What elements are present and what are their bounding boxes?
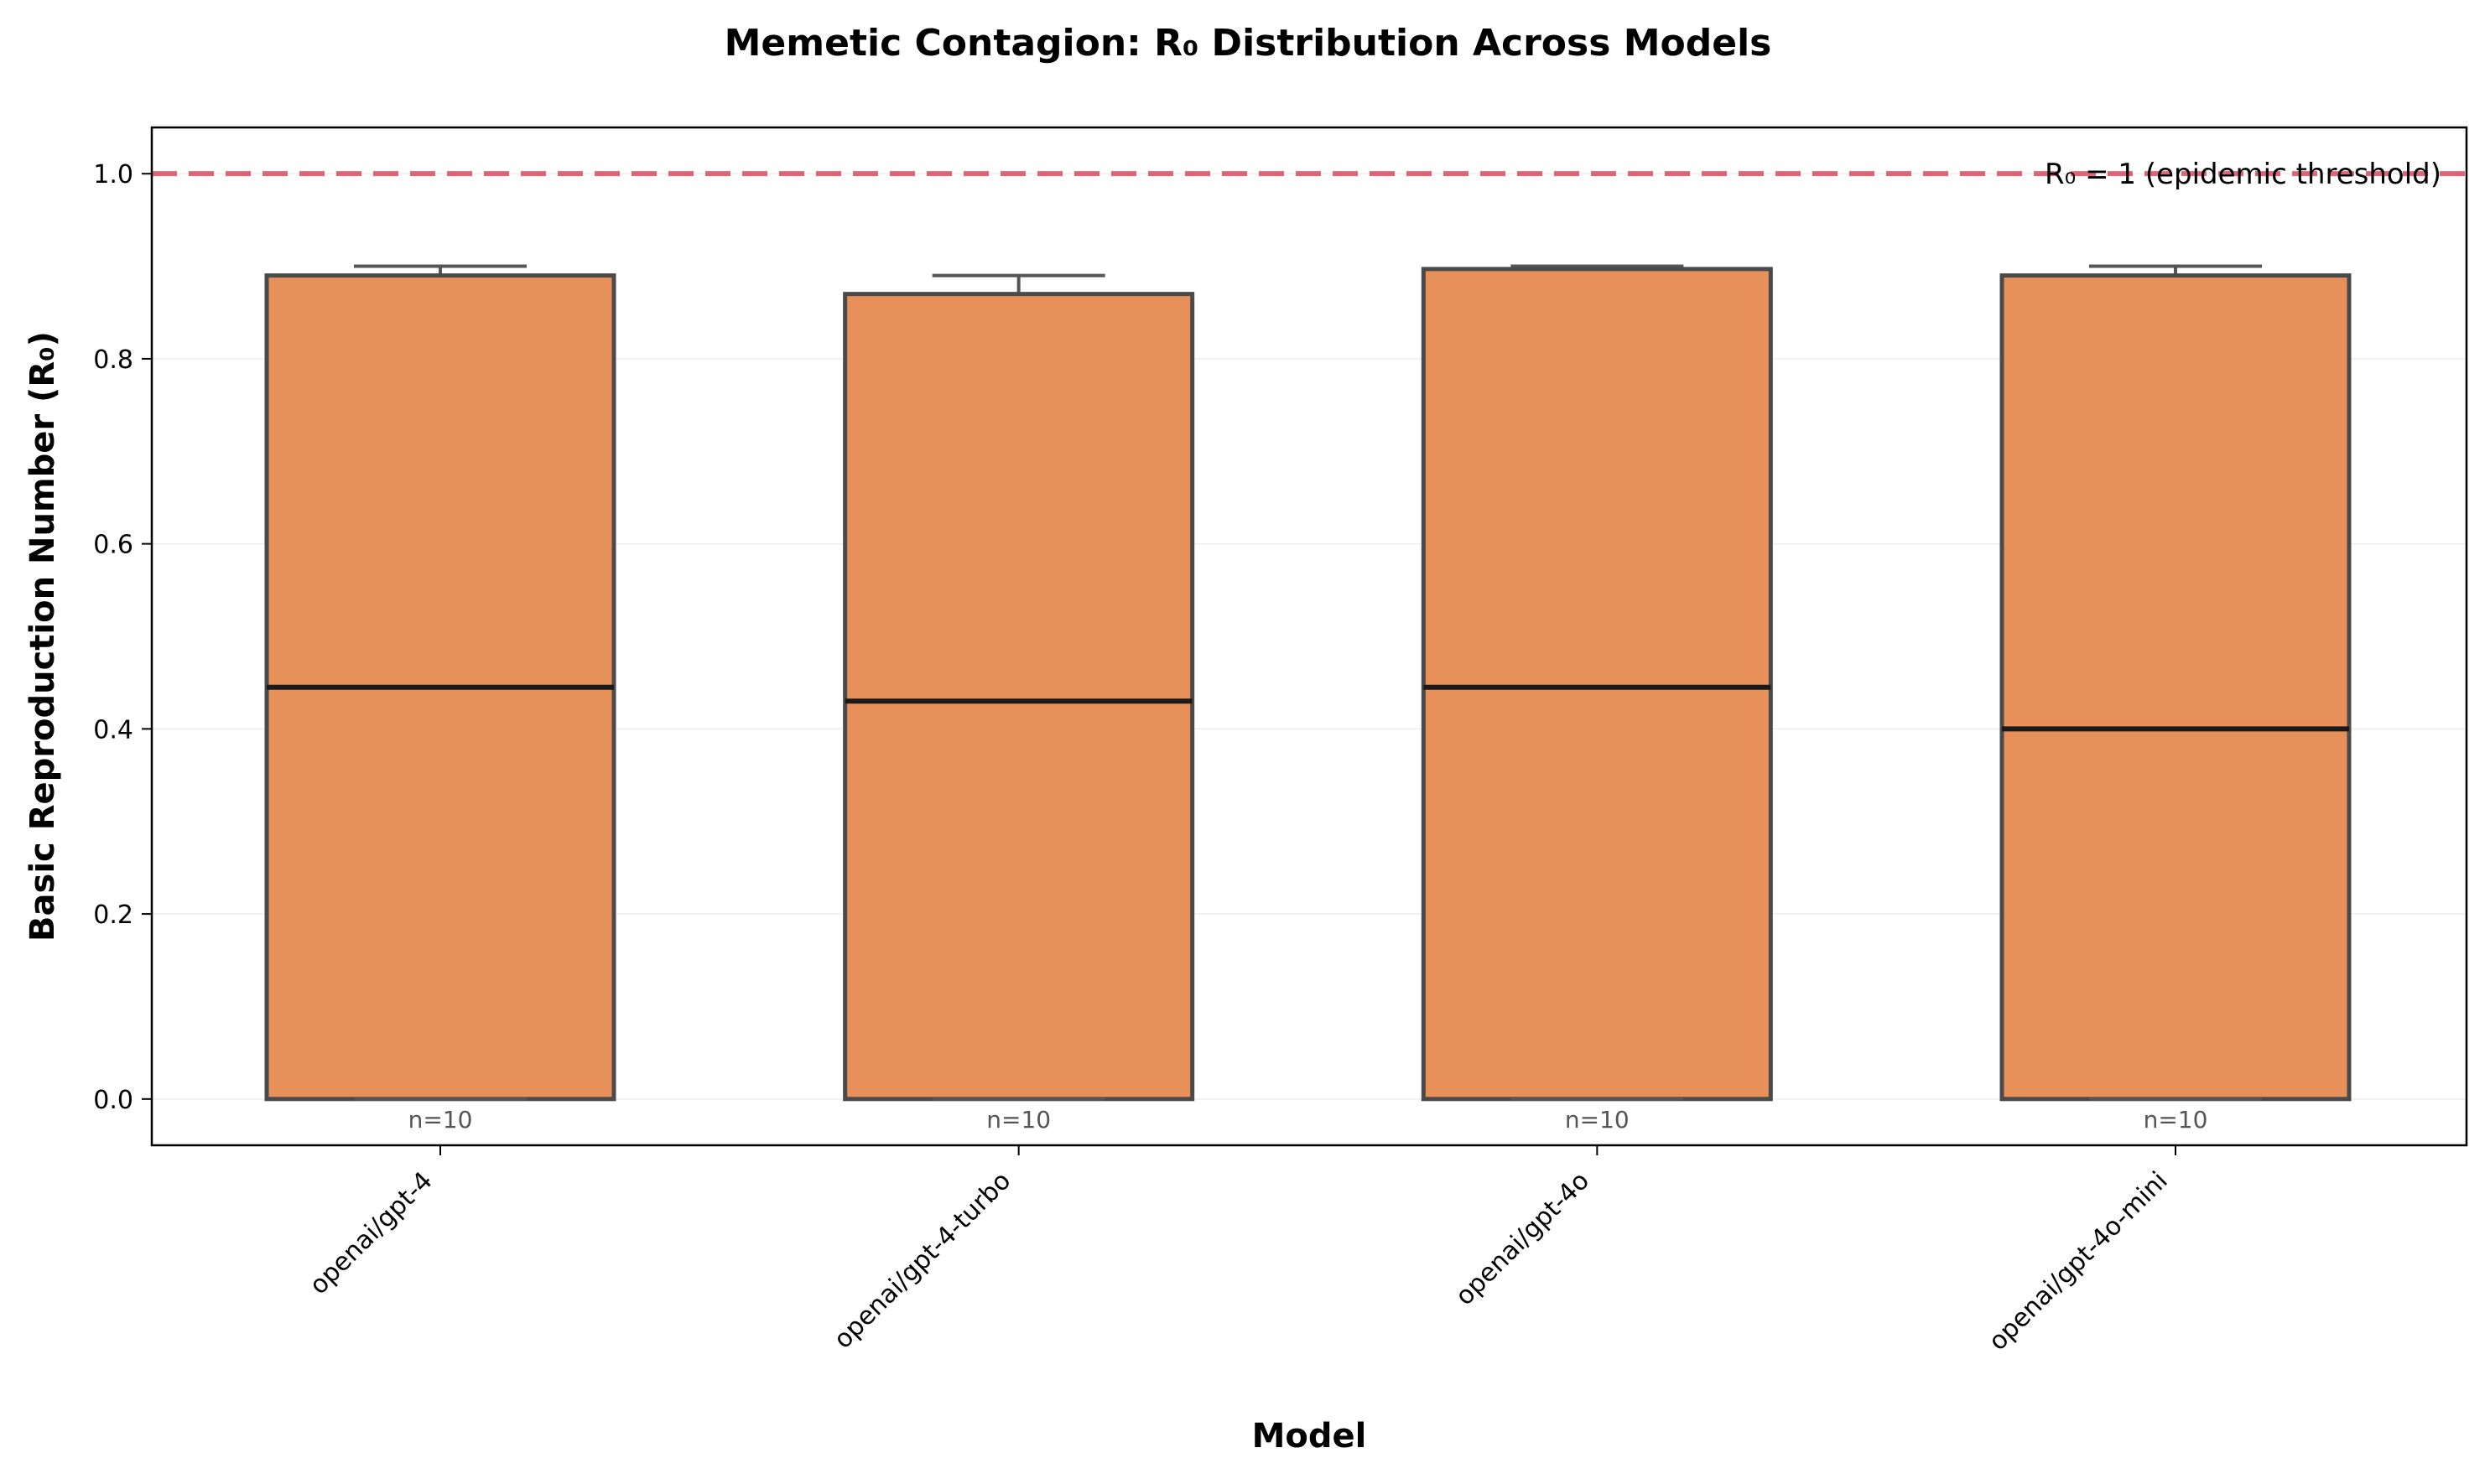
y-axis-label: Basic Reproduction Number (R₀) <box>23 331 62 942</box>
y-tick-label: 0.6 <box>93 531 133 560</box>
epidemic-threshold-label: R₀ = 1 (epidemic threshold) <box>2045 158 2441 191</box>
x-axis-label: Model <box>1252 1417 1367 1455</box>
sample-size-label: n=10 <box>986 1106 1051 1134</box>
box-layer: n=10 n=10 n=10 n=10 <box>264 264 2352 1134</box>
y-tick-label: 0.2 <box>93 900 133 930</box>
box-iqr <box>1999 273 2352 1102</box>
chart-title: Memetic Contagion: R₀ Distribution Acros… <box>725 22 1772 65</box>
y-tick-label: 0.4 <box>93 715 133 745</box>
y-tick-label: 0.0 <box>93 1086 133 1115</box>
sample-size-label: n=10 <box>408 1106 473 1134</box>
plot-frame <box>150 126 2468 1147</box>
reference-layer: R₀ = 1 (epidemic threshold) <box>152 158 2467 191</box>
y-tick-label: 1.0 <box>93 160 133 189</box>
y-tick-label: 0.8 <box>93 345 133 375</box>
box-iqr <box>1421 267 1773 1102</box>
box-iqr <box>843 292 1195 1102</box>
y-axis: 0.0 0.2 0.4 0.6 0.8 1.0 <box>93 160 152 1115</box>
sample-size-label: n=10 <box>2144 1106 2208 1134</box>
sample-size-label: n=10 <box>1565 1106 1630 1134</box>
